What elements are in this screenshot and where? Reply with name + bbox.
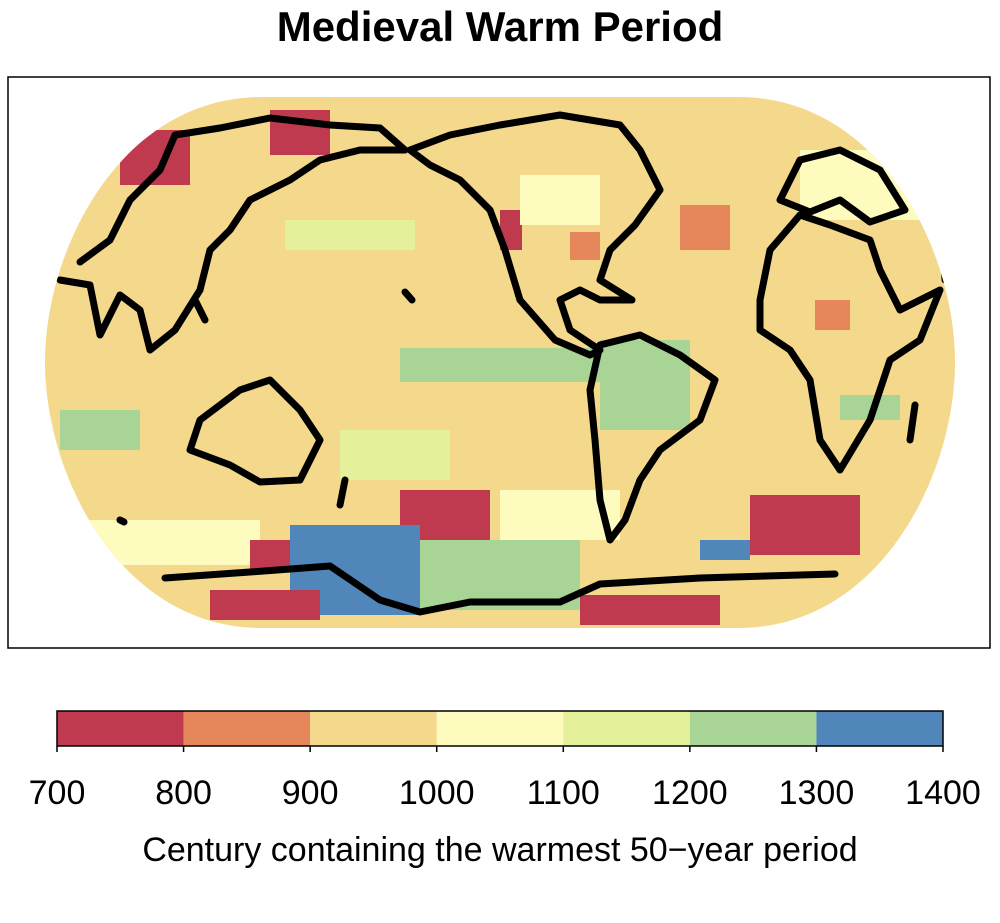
coastline: [161, 562, 839, 616]
colorbar: 700 800 900 1000 1100 1200 1300 1400: [29, 710, 981, 812]
patch: [285, 220, 415, 250]
map: [45, 97, 955, 628]
patch: [680, 205, 730, 250]
colorbar-segment: [816, 711, 943, 746]
patch: [580, 595, 720, 625]
colorbar-tick-label: 1000: [399, 774, 475, 812]
patch: [400, 348, 600, 382]
colorbar-segment: [183, 711, 311, 746]
colorbar-label: Century containing the warmest 50−year p…: [142, 831, 857, 869]
patch: [250, 540, 290, 570]
colorbar-tick-label: 1400: [905, 774, 981, 812]
colorbar-tick-label: 1300: [779, 774, 855, 812]
map-title: Medieval Warm Period: [277, 3, 724, 50]
colorbar-frame: [56, 710, 944, 747]
patch: [500, 210, 522, 250]
coastline: [116, 288, 919, 526]
coastline: [56, 114, 409, 354]
colorbar-segment: [689, 711, 817, 746]
coastline: [186, 376, 324, 486]
coastline: [756, 211, 944, 474]
colorbar-tick-label: 700: [29, 774, 86, 812]
colorbar-segment: [563, 711, 690, 746]
coastline: [406, 111, 664, 359]
colorbar-tick-label: 800: [155, 774, 212, 812]
colorbar-segment: [310, 711, 437, 746]
patch: [750, 495, 860, 555]
colorbar-segment: [57, 711, 184, 746]
patch: [570, 232, 600, 260]
coastlines: [56, 111, 949, 616]
patch: [520, 175, 600, 225]
colorbar-segment: [436, 711, 564, 746]
patch: [60, 410, 140, 450]
coastline: [586, 331, 719, 544]
colorbar-tick-label: 1100: [527, 774, 600, 812]
colorbar-tick-label: 900: [282, 774, 339, 812]
patch: [815, 300, 850, 330]
patch: [210, 590, 320, 620]
patch: [700, 540, 750, 560]
patch: [340, 430, 450, 480]
patch: [420, 540, 580, 610]
colorbar-tick-label: 1200: [652, 774, 728, 812]
